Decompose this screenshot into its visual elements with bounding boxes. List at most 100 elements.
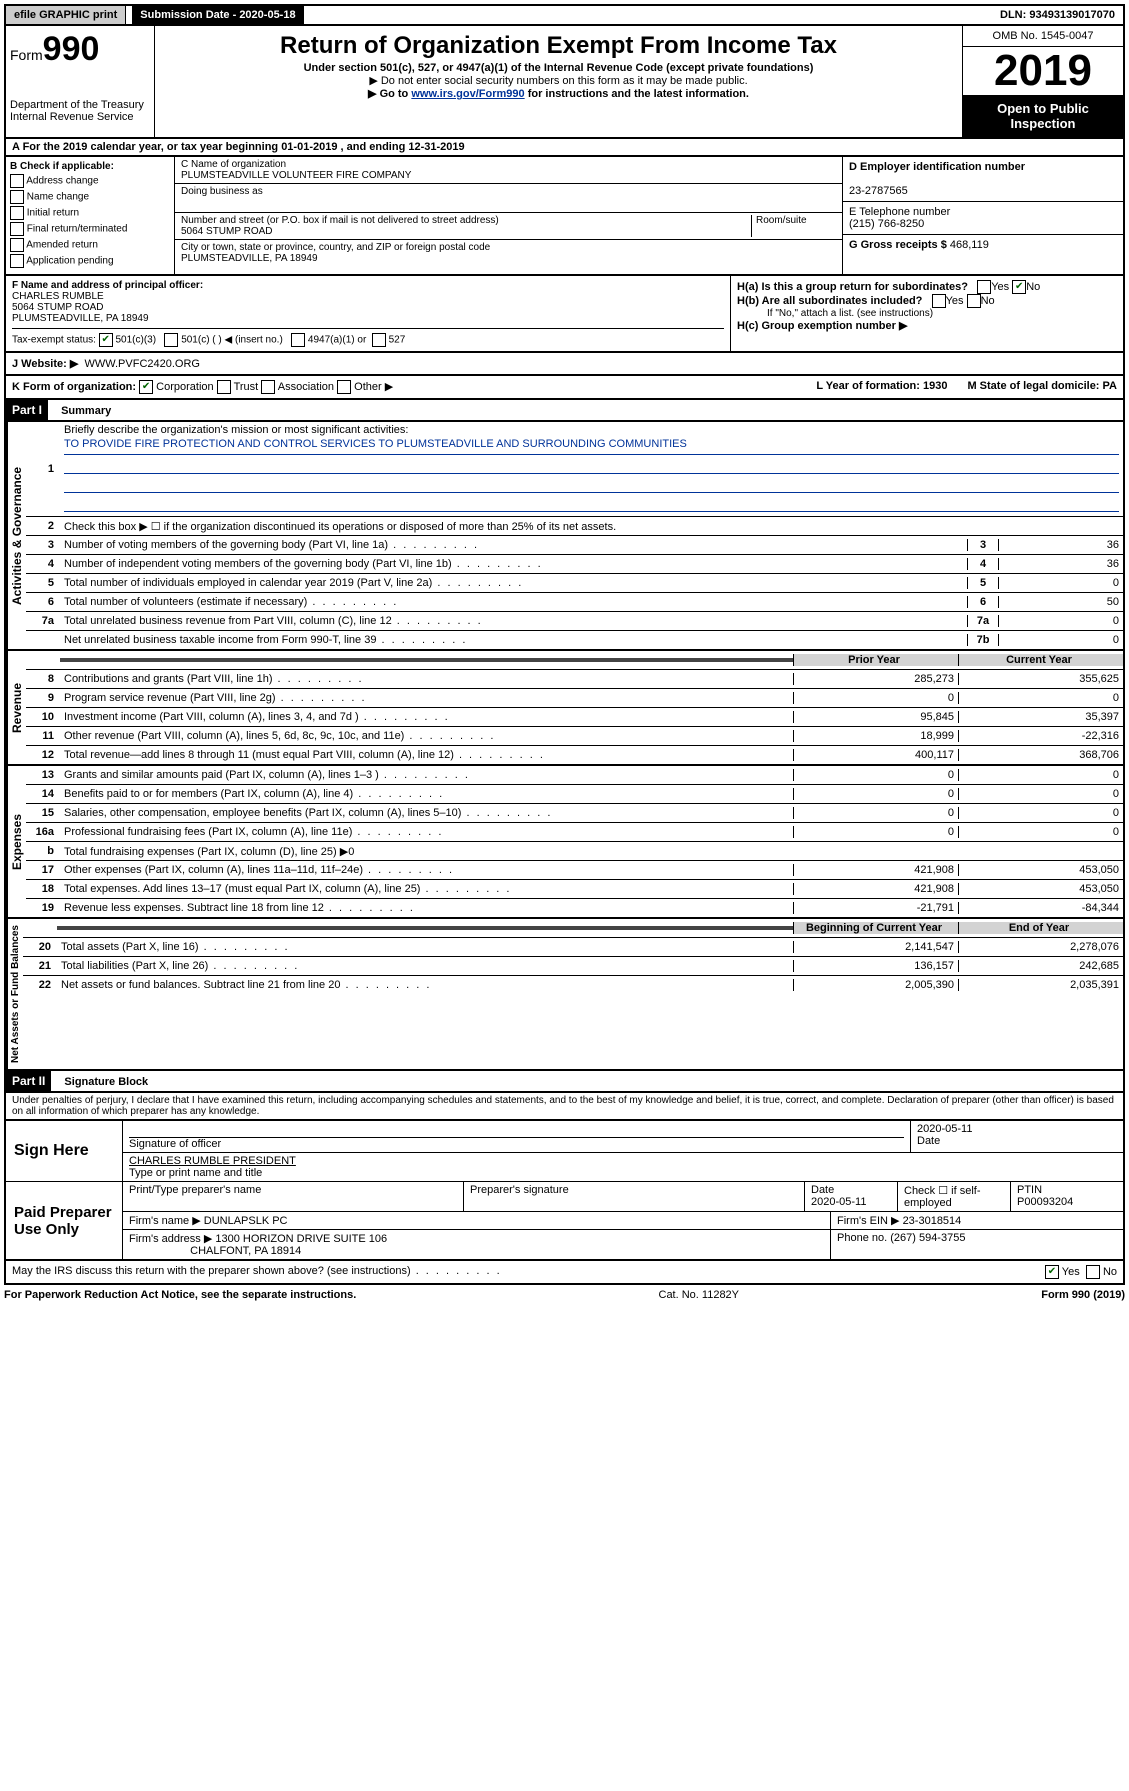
officer-addr2: PLUMSTEADVILLE, PA 18949 (12, 313, 149, 324)
vlabel-netassets: Net Assets or Fund Balances (6, 919, 23, 1069)
section-fhi: F Name and address of principal officer:… (4, 276, 1125, 353)
vlabel-revenue: Revenue (6, 651, 26, 764)
table-row: 4Number of independent voting members of… (26, 555, 1123, 574)
row-a-period: A For the 2019 calendar year, or tax yea… (4, 139, 1125, 157)
tax-year: 2019 (963, 47, 1123, 95)
chk-4947[interactable] (291, 333, 305, 347)
table-row: 19Revenue less expenses. Subtract line 1… (26, 899, 1123, 917)
opt-assoc: Association (278, 381, 334, 393)
table-row: 16aProfessional fundraising fees (Part I… (26, 823, 1123, 842)
telephone: (215) 766-8250 (849, 218, 924, 230)
website-url: WWW.PVFC2420.ORG (84, 358, 200, 370)
note-ssn: ▶ Do not enter social security numbers o… (159, 74, 958, 87)
chk-trust[interactable] (217, 380, 231, 394)
form-header: Form990 Department of the Treasury Inter… (4, 26, 1125, 139)
ha-no: No (1026, 281, 1040, 293)
chk-discuss-no[interactable] (1086, 1265, 1100, 1279)
gross-receipts: 468,119 (950, 239, 989, 251)
efile-button[interactable]: efile GRAPHIC print (6, 6, 126, 24)
k-label: K Form of organization: (12, 381, 136, 393)
officer-addr1: 5064 STUMP ROAD (12, 302, 104, 313)
irs-link[interactable]: www.irs.gov/Form990 (411, 88, 524, 100)
part1-expenses: Expenses 13Grants and similar amounts pa… (4, 766, 1125, 919)
part1-title: Summary (51, 405, 111, 417)
footer-mid: Cat. No. 11282Y (356, 1289, 1041, 1301)
part1-governance: Activities & Governance 1 Briefly descri… (4, 422, 1125, 651)
opt-initial-return: Initial return (27, 208, 79, 219)
hb-note: If "No," attach a list. (see instruction… (737, 308, 1117, 319)
l2-desc: Check this box ▶ ☐ if the organization d… (60, 518, 1123, 535)
chk-ha-yes[interactable] (977, 280, 991, 294)
opt-501c3: 501(c)(3) (115, 335, 156, 346)
table-row: 3Number of voting members of the governi… (26, 536, 1123, 555)
chk-hb-no[interactable] (967, 294, 981, 308)
submission-date: Submission Date - 2020-05-18 (132, 6, 303, 24)
table-row: 17Other expenses (Part IX, column (A), l… (26, 861, 1123, 880)
sign-here-label: Sign Here (6, 1121, 123, 1181)
part2-title: Signature Block (54, 1076, 148, 1088)
opt-app-pending: Application pending (26, 256, 113, 267)
box-i-label: Tax-exempt status: (12, 335, 96, 346)
box-e-label: E Telephone number (849, 206, 950, 218)
table-row: 9Program service revenue (Part VIII, lin… (26, 689, 1123, 708)
opt-address-change: Address change (26, 176, 98, 187)
pp-name-label: Print/Type preparer's name (129, 1184, 261, 1196)
dln: DLN: 93493139017070 (992, 6, 1123, 24)
chk-ha-no[interactable] (1012, 280, 1026, 294)
sig-officer-label: Signature of officer (129, 1138, 221, 1150)
chk-initial-return[interactable] (10, 206, 24, 220)
note-goto-b: for instructions and the latest informat… (525, 88, 749, 100)
room-label: Room/suite (756, 215, 807, 226)
table-row: 15Salaries, other compensation, employee… (26, 804, 1123, 823)
table-row: 7aTotal unrelated business revenue from … (26, 612, 1123, 631)
chk-address-change[interactable] (10, 174, 24, 188)
opt-other: Other ▶ (354, 381, 393, 393)
opt-501c: 501(c) ( ) ◀ (insert no.) (181, 335, 283, 346)
table-row: 22Net assets or fund balances. Subtract … (23, 976, 1123, 994)
chk-527[interactable] (372, 333, 386, 347)
opt-trust: Trust (234, 381, 259, 393)
hb-no: No (981, 295, 995, 307)
j-label: J Website: ▶ (12, 358, 78, 370)
chk-501c3[interactable] (99, 333, 113, 347)
city-label: City or town, state or province, country… (181, 242, 490, 253)
firm-addr-label: Firm's address ▶ (129, 1233, 212, 1245)
box-d-label: D Employer identification number (849, 161, 1025, 173)
chk-final-return[interactable] (10, 222, 24, 236)
table-row: 12Total revenue—add lines 8 through 11 (… (26, 746, 1123, 764)
section-bcdeg: B Check if applicable: Address change Na… (4, 157, 1125, 276)
pp-date-label: Date (811, 1184, 834, 1196)
m-state-domicile: M State of legal domicile: PA (967, 380, 1117, 394)
firm-ein: 23-3018514 (903, 1215, 962, 1227)
chk-discuss-yes[interactable] (1045, 1265, 1059, 1279)
pp-date: 2020-05-11 (811, 1196, 866, 1208)
form-subtitle: Under section 501(c), 527, or 4947(a)(1)… (159, 62, 958, 74)
box-b-label: B Check if applicable: (10, 161, 114, 172)
opt-amended: Amended return (26, 240, 98, 251)
pp-check: Check ☐ if self-employed (904, 1185, 981, 1209)
table-row: 14Benefits paid to or for members (Part … (26, 785, 1123, 804)
ptin: P00093204 (1017, 1196, 1073, 1208)
discuss-label: May the IRS discuss this return with the… (12, 1265, 502, 1279)
chk-amended[interactable] (10, 238, 24, 252)
chk-hb-yes[interactable] (932, 294, 946, 308)
hdr-prior: Prior Year (793, 654, 958, 666)
phone-label: Phone no. (837, 1232, 887, 1244)
part2-hdr: Part II (6, 1071, 51, 1091)
dba-label: Doing business as (181, 186, 263, 197)
chk-other[interactable] (337, 380, 351, 394)
firm-name-label: Firm's name ▶ (129, 1215, 201, 1227)
chk-501c[interactable] (164, 333, 178, 347)
chk-name-change[interactable] (10, 190, 24, 204)
opt-527: 527 (389, 335, 406, 346)
date-label: Date (917, 1135, 940, 1147)
chk-app-pending[interactable] (10, 254, 24, 268)
chk-corp[interactable] (139, 380, 153, 394)
vlabel-governance: Activities & Governance (6, 422, 26, 649)
row-klm: K Form of organization: Corporation Trus… (4, 376, 1125, 400)
opt-corp: Corporation (156, 381, 213, 393)
chk-assoc[interactable] (261, 380, 275, 394)
l1-desc: Briefly describe the organization's miss… (64, 424, 408, 436)
opt-final-return: Final return/terminated (27, 224, 128, 235)
open-to-public: Open to Public Inspection (963, 95, 1123, 137)
